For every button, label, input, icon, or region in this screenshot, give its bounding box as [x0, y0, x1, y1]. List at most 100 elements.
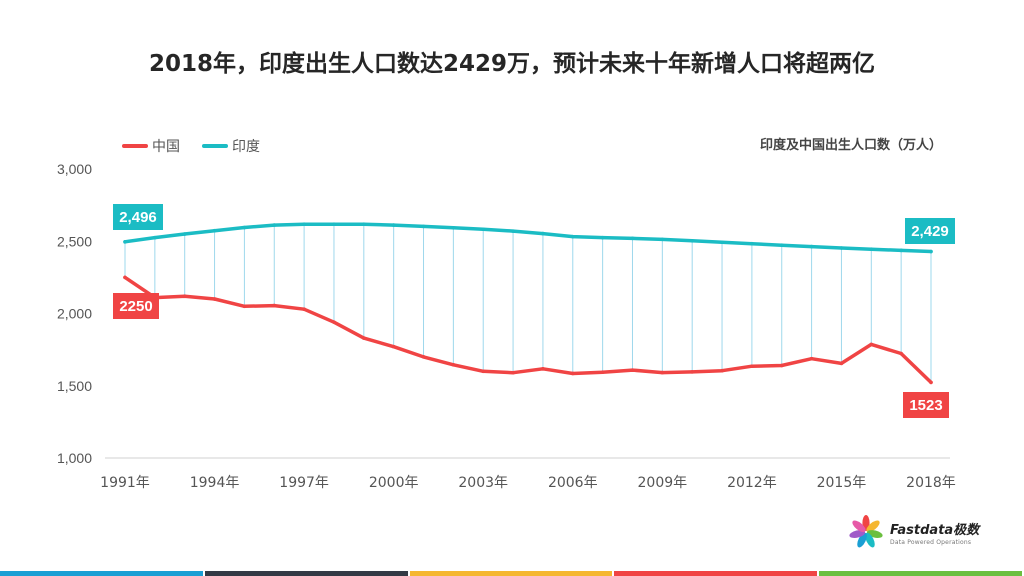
x-axis-tick-labels: 1991年 1994年 1997年 2000年 2003年 2006年 2009年 2012年…: [100, 475, 956, 491]
y-axis-tick-labels: 1,000 1,500 2,000 2,500 3,000: [57, 161, 92, 466]
logo-name: Fastdata极数: [890, 522, 980, 538]
bottom-bar-segment: [819, 571, 1022, 576]
x-tick-label: 2012年: [727, 475, 777, 491]
data-point-china: [332, 320, 336, 324]
y-tick-label: 1,500: [57, 378, 92, 394]
chart-title: 2018年，印度出生人口数达2429万，预计未来十年新增人口将超两亿: [148, 51, 876, 77]
data-point-india: [690, 239, 694, 243]
data-label-china-end-text: 1523: [909, 397, 942, 414]
data-point-india: [212, 228, 217, 233]
bottom-bar-segment: [409, 571, 613, 576]
series-points: [123, 222, 933, 385]
data-point-india: [451, 226, 456, 230]
x-tick-label: 2015年: [817, 475, 867, 491]
x-tick-label: 2009年: [638, 475, 688, 491]
x-tick-label: 2003年: [458, 475, 508, 491]
brand-logo: Fastdata极数 Data Powered Operations: [848, 514, 979, 550]
x-tick-label: 2000年: [369, 475, 419, 491]
data-point-india: [809, 244, 814, 249]
data-point-india: [391, 223, 396, 227]
data-point-china: [660, 370, 665, 375]
data-point-india: [570, 234, 575, 239]
data-point-china: [899, 351, 903, 356]
data-point-china: [779, 363, 784, 368]
data-point-india: [750, 241, 754, 246]
data-point-china: [123, 275, 127, 280]
x-tick-label: 1991年: [100, 475, 150, 491]
data-point-india: [153, 235, 157, 240]
data-point-china: [869, 342, 874, 347]
y-axis-unit-label: 印度及中国出生人口数（万人）: [759, 138, 942, 153]
data-label-china-end: 1523: [903, 392, 949, 418]
bottom-bar-segment: [204, 571, 408, 576]
data-point-china: [272, 303, 277, 308]
legend-item-china: 中国: [122, 136, 180, 156]
x-tick-label: 1994年: [190, 475, 240, 491]
data-point-china: [302, 307, 306, 311]
data-point-india: [511, 229, 515, 233]
data-point-india: [839, 246, 844, 250]
data-point-india: [541, 231, 545, 236]
data-point-china: [720, 368, 724, 373]
data-label-china-start-text: 2250: [119, 298, 152, 315]
connector-lines: [124, 224, 932, 383]
data-label-india-start-text: 2,496: [119, 209, 157, 226]
data-point-china: [451, 362, 456, 367]
data-point-china: [242, 304, 247, 309]
data-label-india-end-text: 2,429: [911, 223, 949, 240]
data-point-china: [541, 367, 545, 371]
data-point-india: [481, 227, 486, 232]
data-point-india: [242, 225, 247, 230]
data-point-india: [929, 249, 933, 254]
data-point-china: [212, 297, 217, 301]
y-tick-label: 2,000: [57, 306, 92, 322]
flower-logo-icon: [849, 515, 883, 548]
data-point-india: [302, 222, 306, 226]
data-label-india-start: 2,496: [113, 204, 163, 230]
data-point-india: [421, 224, 426, 229]
data-label-china-start: 2250: [113, 293, 159, 319]
y-tick-label: 3,000: [57, 161, 92, 177]
data-point-india: [182, 232, 187, 236]
data-point-india: [272, 223, 277, 227]
data-point-india: [899, 248, 903, 253]
data-point-china: [391, 344, 396, 349]
data-point-india: [600, 235, 605, 240]
data-point-china: [750, 364, 754, 369]
data-point-china: [600, 370, 605, 374]
bottom-bar-segment: [614, 571, 818, 576]
data-point-india: [630, 236, 635, 241]
x-tick-label: 1997年: [279, 475, 329, 491]
data-point-china: [481, 369, 486, 374]
data-point-china: [570, 371, 575, 376]
legend-item-india: 印度: [202, 136, 260, 156]
data-point-china: [809, 356, 814, 361]
data-point-india: [660, 237, 665, 242]
data-point-china: [182, 294, 187, 298]
series-line-china: [123, 275, 933, 385]
data-point-china: [421, 355, 426, 359]
data-point-india: [332, 222, 336, 226]
legend-swatch-india: [202, 144, 228, 148]
data-point-india: [123, 240, 127, 244]
data-point-china: [630, 368, 635, 372]
data-point-india: [869, 247, 874, 251]
y-tick-label: 1,000: [57, 450, 92, 466]
data-point-china: [511, 370, 515, 375]
bottom-bar-segment: [0, 571, 203, 576]
data-point-india: [779, 243, 784, 247]
series-line-india: [123, 222, 933, 254]
legend-swatch-china: [122, 144, 148, 148]
data-point-china: [362, 336, 366, 340]
bottom-color-bar: [0, 571, 1024, 576]
data-point-china: [690, 370, 694, 374]
data-point-china: [929, 380, 933, 385]
data-point-china: [839, 361, 844, 366]
x-tick-label: 2006年: [548, 475, 598, 491]
logo-tagline: Data Powered Operations: [890, 538, 972, 546]
legend-label-china: 中国: [152, 139, 180, 155]
x-tick-label: 2018年: [906, 475, 956, 491]
data-point-india: [720, 240, 724, 245]
data-label-india-end: 2,429: [905, 218, 955, 244]
